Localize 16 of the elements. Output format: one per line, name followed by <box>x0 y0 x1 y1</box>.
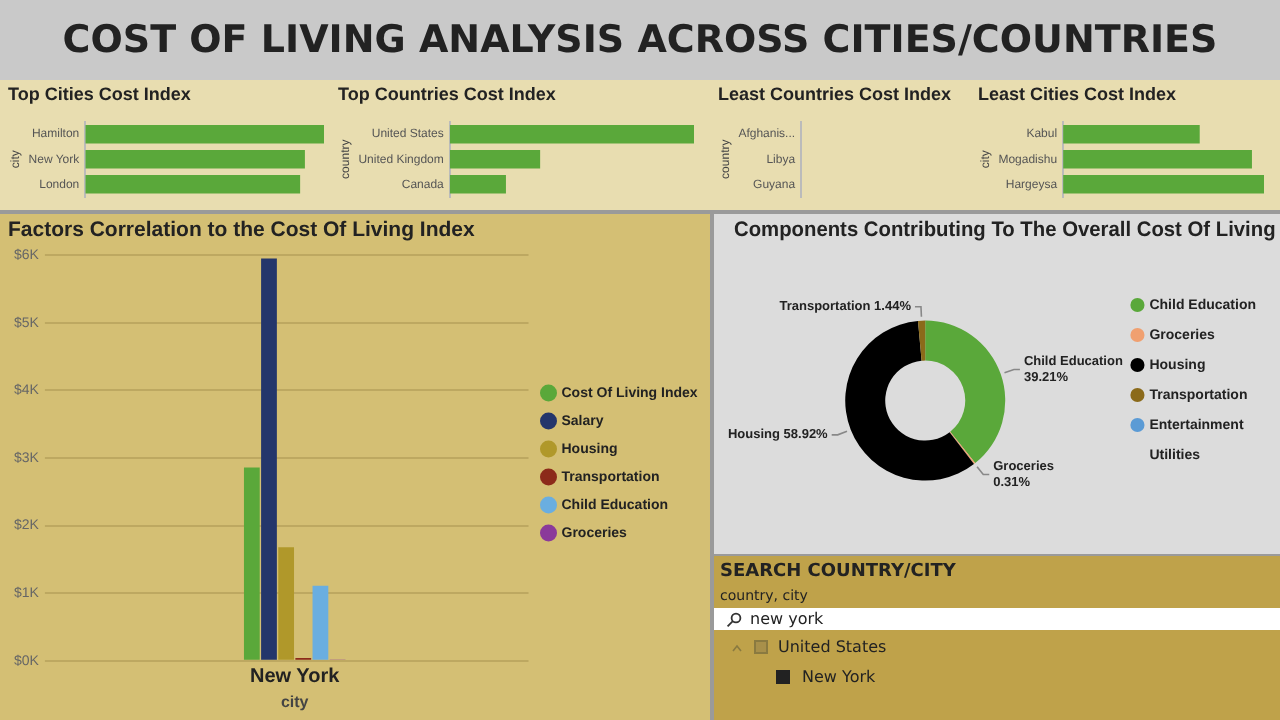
x-axis-title: city <box>280 692 310 711</box>
text: New York <box>802 668 876 686</box>
bar <box>243 467 260 660</box>
text: SEARCH COUNTRY/CITY <box>720 562 958 582</box>
text: new york <box>750 610 824 628</box>
chart-title: Least Cities Cost Index <box>978 83 1177 104</box>
text: Least Countries Cost Index <box>718 83 952 104</box>
chart-title: Top Countries Cost Index <box>338 83 556 104</box>
bar <box>278 547 295 660</box>
chart-title: Factors Correlation to the Cost Of Living Index <box>8 218 476 243</box>
bar <box>312 585 329 660</box>
text: United States <box>778 638 887 656</box>
chart-title: Top Cities Cost Index <box>8 83 191 104</box>
bar <box>261 258 277 660</box>
chart-title: Components Contributing To The Overall Cost Of Living <box>734 220 1276 243</box>
text: COST OF LIVING ANALYSIS ACROSS CITIES/COUNTRIES <box>0 0 1280 80</box>
